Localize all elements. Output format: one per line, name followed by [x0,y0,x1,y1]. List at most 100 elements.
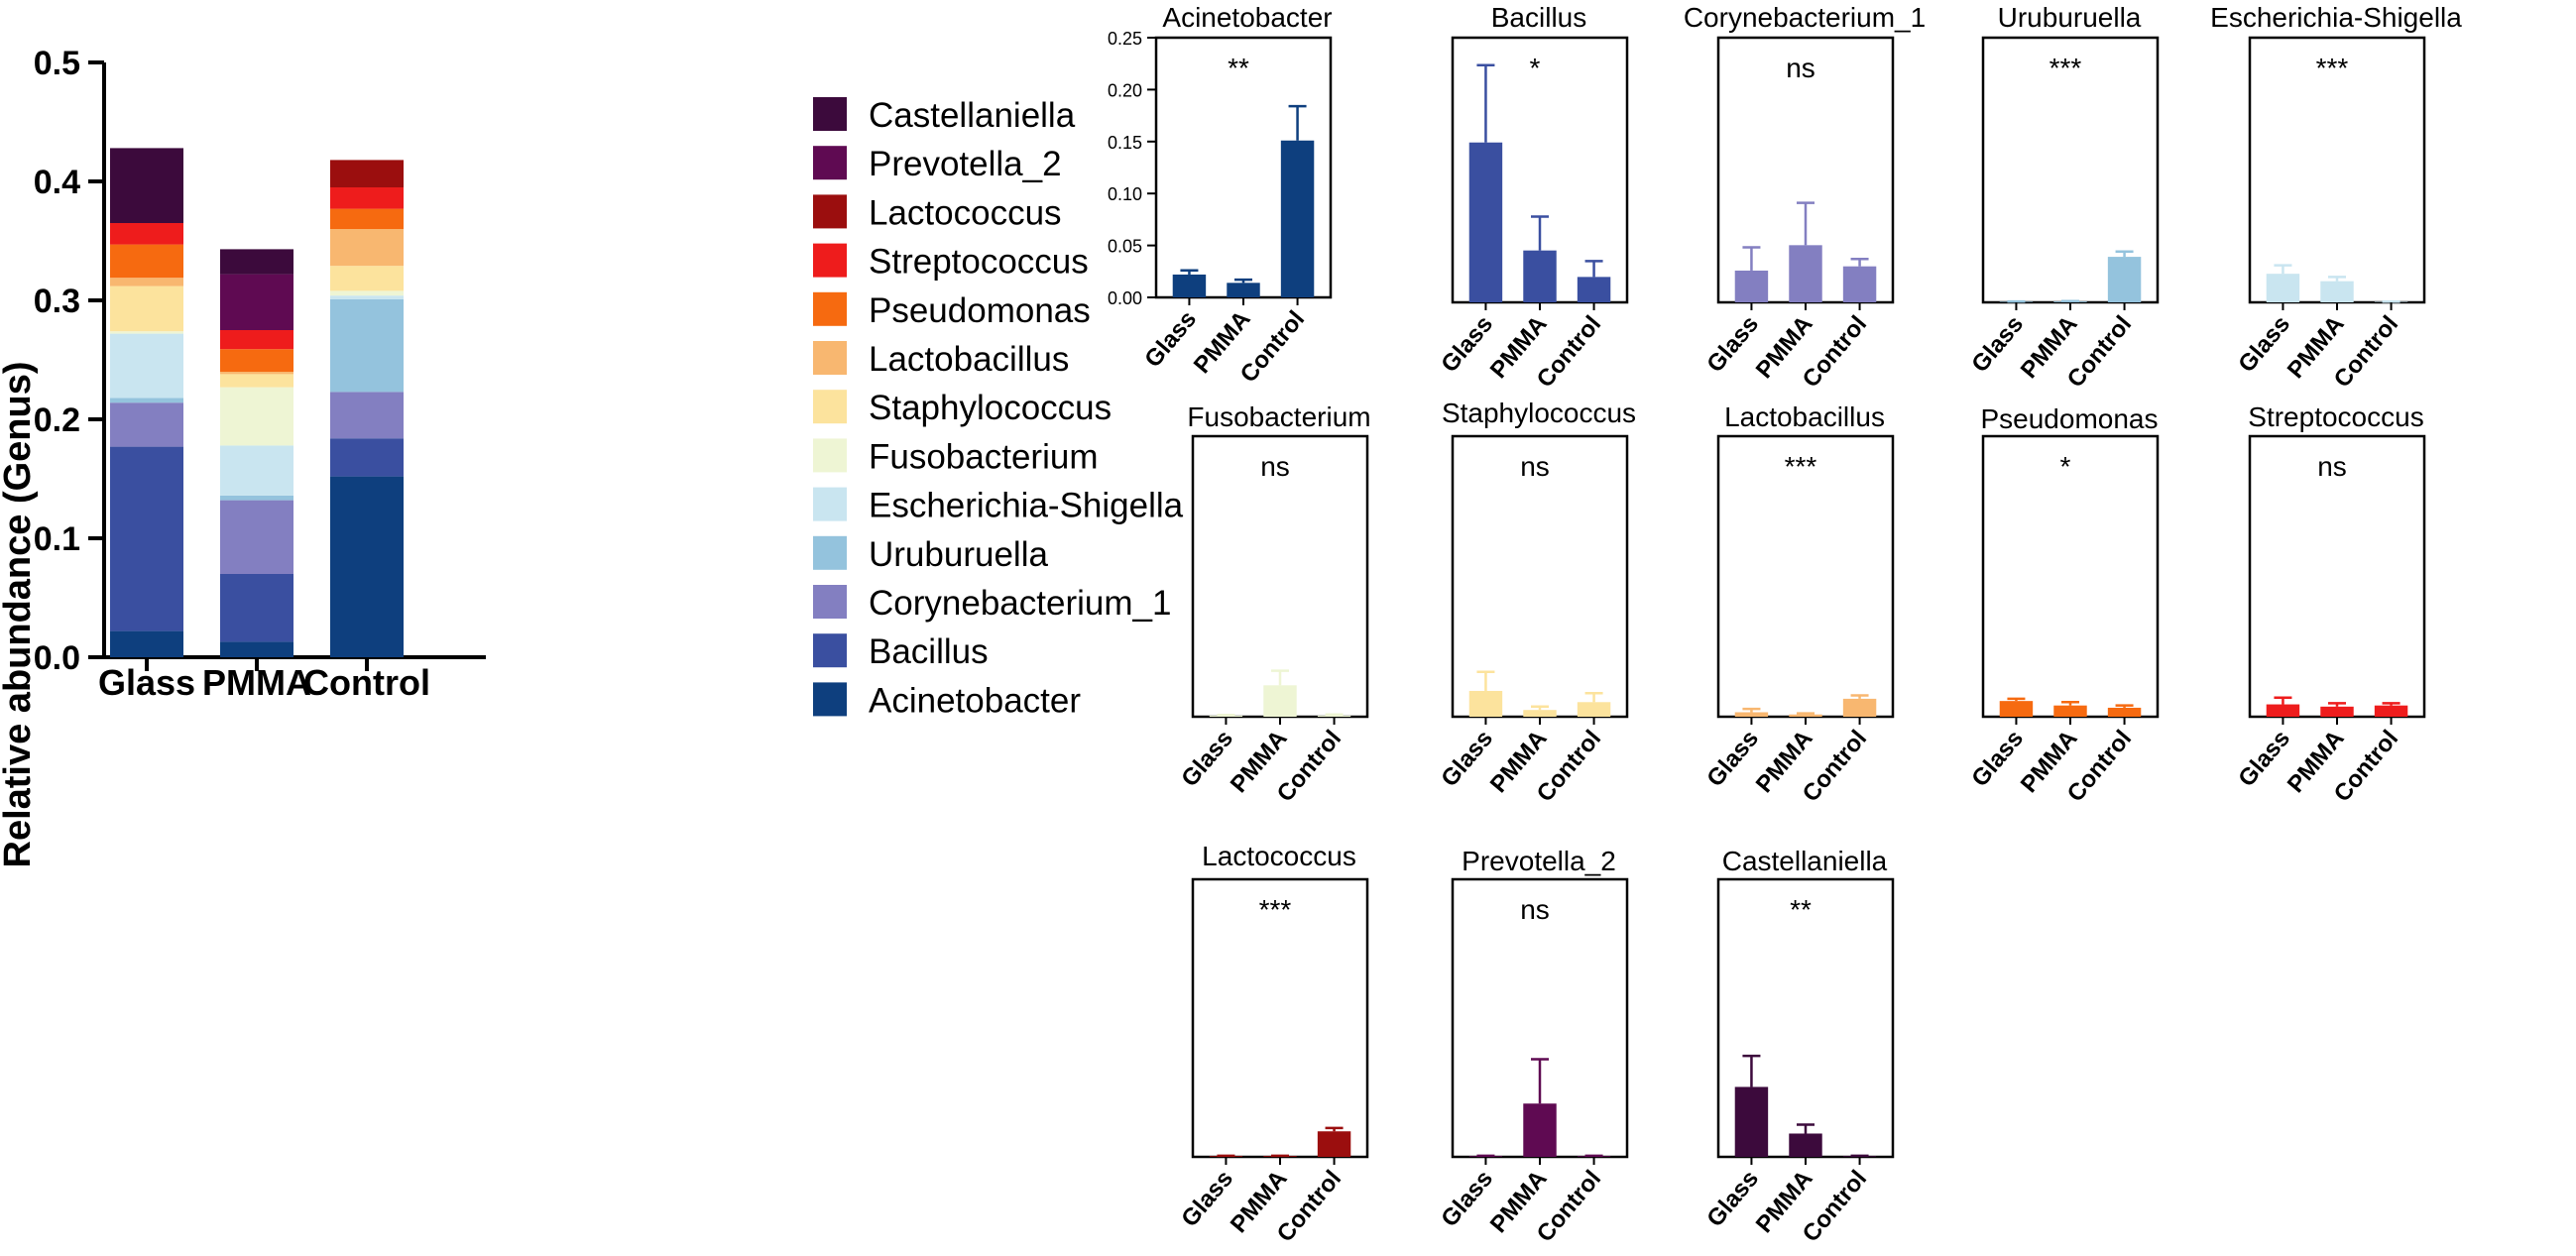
panel-title: Corynebacterium_1 [1684,2,1926,33]
bar-pmma-escherichia-shigella [220,445,293,496]
legend-swatch-escherichia-shigella [813,487,847,521]
y-tick-label: 0.5 [34,45,80,82]
bar-pmma [1523,1103,1557,1157]
legend-label-streptococcus: Streptococcus [869,243,1089,282]
y-tick-label: 0.4 [34,164,80,201]
bar-control-acinetobacter [330,476,404,657]
bar-pmma-streptococcus [220,330,293,350]
bar-pmma [1789,714,1822,717]
bar-glass [1172,274,1207,297]
legend-label-lactobacillus: Lactobacillus [869,340,1069,379]
bar-pmma [1227,283,1260,297]
bar-pmma-uruburuella [220,495,293,501]
panel-title: Prevotella_2 [1462,846,1616,876]
significance-label: ns [1260,451,1290,482]
legend-label-bacillus: Bacillus [869,632,989,671]
bar-glass [1999,701,2034,717]
bar-control [1280,140,1315,297]
panel-title: Castellaniella [1722,846,1888,876]
significance-label: ns [1786,53,1815,83]
bar-control-streptococcus [330,187,404,209]
x-tick-label-glass: Glass [98,662,195,703]
y-tick-label: 0.0 [34,639,80,677]
significance-label: *** [1259,894,1292,925]
bar-pmma [1523,710,1557,717]
significance-label: *** [2049,53,2082,83]
legend-swatch-acinetobacter [813,682,847,717]
bar-control-staphylococcus [330,266,404,291]
bar-glass-acinetobacter [110,630,183,657]
legend-swatch-pseudomonas [813,291,847,326]
bar-glass [2266,704,2300,717]
panel-title: Uruburuella [1998,2,2142,33]
legend-swatch-prevotella-2 [813,146,847,180]
significance-label: *** [2316,53,2349,83]
significance-label: ** [1790,894,1812,925]
bar-glass-streptococcus [110,223,183,245]
bar-control [2374,705,2408,717]
bar-glass-escherichia-shigella [110,333,183,399]
legend-swatch-streptococcus [813,243,847,278]
legend-swatch-uruburuella [813,535,847,570]
y-tick-label: 0.2 [34,401,80,439]
legend-label-corynebacterium-1: Corynebacterium_1 [869,584,1171,623]
legend: Castellaniella Prevotella_2 Lactococcus Str… [813,96,1184,720]
bar-control-bacillus [330,438,404,477]
bar-glass [1468,142,1503,302]
significance-label: *** [1785,451,1817,482]
legend-label-fusobacterium: Fusobacterium [869,437,1098,476]
legend-label-castellaniella: Castellaniella [869,96,1076,135]
stacked-bar-chart: Relative abundance (Genus) Glass PMMACont… [0,45,486,868]
bar-control [2107,257,2142,302]
bar-pmma [2320,281,2354,302]
panel-title: Fusobacterium [1187,401,1370,432]
significance-label: * [1530,53,1541,83]
legend-label-pseudomonas: Pseudomonas [869,291,1091,330]
y-tick-label: 0.25 [1108,29,1142,49]
bar-control [1577,702,1611,717]
legend-swatch-corynebacterium-1 [813,585,847,619]
bar-pmma-pseudomonas [220,349,293,372]
y-axis-title: Relative abundance (Genus) [0,361,39,867]
bar-pmma-prevotella-2 [220,274,293,330]
legend-swatch-staphylococcus [813,390,847,424]
panel-title: Acinetobacter [1162,2,1332,33]
bar-control [1317,715,1351,717]
bar-glass [1734,712,1769,717]
bar-control [1317,1131,1351,1157]
y-tick-label: 0.15 [1108,133,1142,153]
y-tick-label: 0.00 [1108,288,1142,308]
legend-label-escherichia-shigella: Escherichia-Shigella [869,487,1184,525]
panel-title: Lactococcus [1202,841,1356,871]
panel-acinetobacter: Acinetobacter0.000.050.100.150.200.25Gla… [1108,2,1333,388]
legend-swatch-lactobacillus [813,341,847,375]
significance-label: ** [1228,53,1249,83]
bar-control-fusobacterium [330,290,404,296]
bar-control-lactococcus [330,160,404,187]
bar-pmma-acinetobacter [220,641,293,657]
significance-label: ns [1520,894,1550,925]
bar-pmma [1523,250,1557,302]
bar-pmma-fusobacterium [220,387,293,446]
x-tick-label-control: Control [303,662,430,703]
panel-title: Bacillus [1491,2,1586,33]
bar-pmma [1789,1133,1822,1157]
small-multiples: Acinetobacter0.000.050.100.150.200.25Gla… [1108,2,2462,1247]
bar-glass-uruburuella [110,398,183,403]
bar-control-escherichia-shigella [330,295,404,299]
bar-control [1842,266,1877,302]
significance-label: ns [1520,451,1550,482]
y-tick-label: 0.1 [34,520,80,558]
x-tick-label-pmma: PMMA [202,662,311,703]
bar-pmma [2053,705,2087,717]
